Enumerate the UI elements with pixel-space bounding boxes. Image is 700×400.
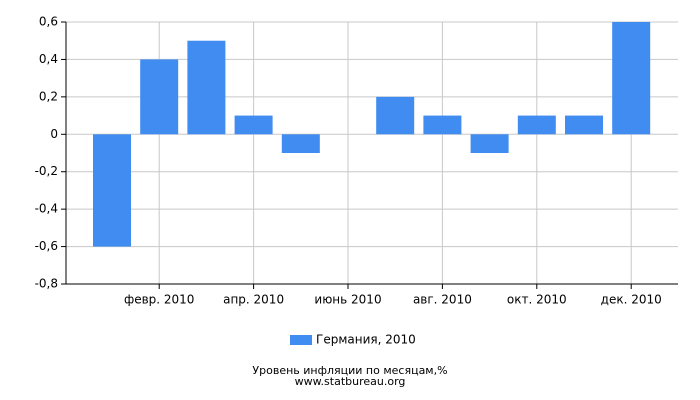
x-tick-label: дек. 2010 — [601, 293, 662, 307]
y-tick-label: 0,4 — [39, 52, 58, 66]
bar — [281, 134, 320, 153]
x-tick-label: окт. 2010 — [507, 293, 567, 307]
bar — [470, 134, 509, 153]
x-tick-label: апр. 2010 — [223, 293, 284, 307]
y-tick-label: -0,2 — [35, 164, 58, 178]
y-tick-label: 0,6 — [39, 15, 58, 29]
y-tick-label: 0,2 — [39, 89, 58, 103]
caption: Уровень инфляции по месяцам,% — [252, 364, 447, 377]
bar — [234, 115, 273, 135]
legend-label: Германия, 2010 — [316, 333, 416, 347]
bar — [612, 22, 651, 135]
bar — [423, 115, 462, 135]
legend-swatch — [290, 335, 312, 345]
source: www.statbureau.org — [295, 375, 406, 388]
x-tick-label: июнь 2010 — [314, 293, 381, 307]
bar — [565, 115, 603, 135]
bar — [187, 40, 226, 135]
y-tick-label: -0,8 — [35, 277, 58, 291]
y-tick-label: 0 — [50, 127, 58, 141]
bar — [93, 134, 131, 247]
y-tick-label: -0,6 — [35, 239, 58, 253]
bar — [517, 115, 556, 135]
bar — [376, 96, 415, 135]
bar — [140, 59, 179, 135]
x-tick-label: февр. 2010 — [124, 293, 195, 307]
x-tick-label: авг. 2010 — [413, 293, 472, 307]
y-tick-label: -0,4 — [35, 202, 58, 216]
